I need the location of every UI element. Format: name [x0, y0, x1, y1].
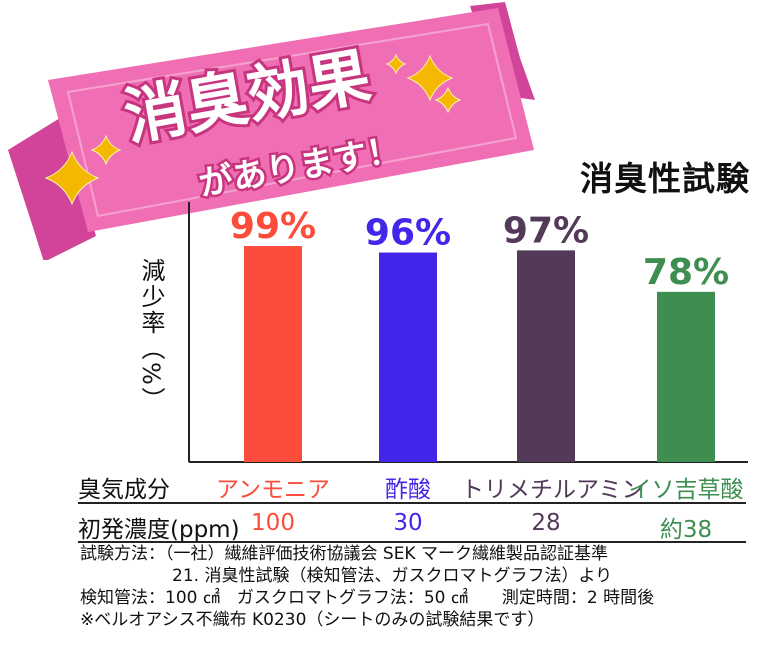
sparkle-icon — [434, 86, 462, 114]
ribbon-body — [48, 8, 534, 232]
value-label-ammonia: 99% — [230, 206, 316, 247]
note-method-detail: 21. 消臭性試験（検知管法、ガスクロマトグラフ法）より — [172, 566, 613, 586]
banner: 消臭効果 があります！ — [8, 2, 535, 260]
bar-isovaleric-acid — [657, 291, 715, 462]
concentration-ammonia: 100 — [251, 510, 295, 536]
value-label-isovaleric-acid: 78% — [643, 252, 729, 293]
sparkle-icon — [44, 150, 100, 206]
chart-title: 消臭性試験 — [580, 159, 750, 198]
table-divider — [78, 541, 746, 543]
category-label-isovaleric-acid: イソ吉草酸 — [628, 477, 744, 503]
note-sample: ※ベルオアシス不織布 K0230（シートのみの試験結果です） — [80, 610, 545, 630]
odor-row: 臭気成分 アンモニア 酢酸 トリメチルアミン イソ吉草酸 — [78, 466, 750, 504]
concentration-header: 初発濃度(ppm) — [78, 517, 240, 543]
concentration-acetic-acid: 30 — [393, 510, 423, 536]
value-labels: 99% 96% 97% 78% — [230, 206, 729, 293]
table-divider — [78, 502, 746, 504]
note-measurement: 検知管法：100 ㎠ ガスクロマトグラフ法：50 ㎠ 測定時間：2 時間後 — [80, 588, 655, 608]
category-label-ammonia: アンモニア — [215, 477, 331, 503]
sparkle-icon — [90, 134, 122, 166]
note-method: 試験方法：（一社）繊維評価技術協議会 SEK マーク繊維製品認証基準 — [80, 544, 608, 564]
odor-header: 臭気成分 — [78, 477, 170, 503]
concentration-row: 初発濃度(ppm) 100 30 28 約38 — [78, 506, 750, 544]
bars — [244, 246, 715, 462]
ribbon-tail-left — [8, 118, 96, 260]
value-label-acetic-acid: 96% — [365, 213, 451, 254]
y-axis-label: 減少率（%） — [137, 258, 165, 413]
sparkle-icon — [406, 54, 454, 102]
ribbon-graphic — [8, 2, 535, 260]
concentration-isovaleric-acid: 約38 — [659, 517, 713, 543]
bar-acetic-acid — [379, 252, 437, 462]
sparkle-icon — [385, 53, 407, 75]
category-label-acetic-acid: 酢酸 — [385, 477, 431, 503]
test-notes: 試験方法：（一社）繊維評価技術協議会 SEK マーク繊維製品認証基準 21. 消… — [80, 543, 760, 631]
category-label-trimethylamine: トリメチルアミン — [461, 477, 645, 503]
bar-ammonia — [244, 246, 302, 462]
value-label-trimethylamine: 97% — [503, 210, 589, 251]
bar-chart: 99% 96% 97% 78% — [188, 202, 748, 463]
bar-trimethylamine — [517, 250, 575, 462]
concentration-trimethylamine: 28 — [531, 510, 561, 536]
sparkle-icons — [44, 53, 462, 206]
